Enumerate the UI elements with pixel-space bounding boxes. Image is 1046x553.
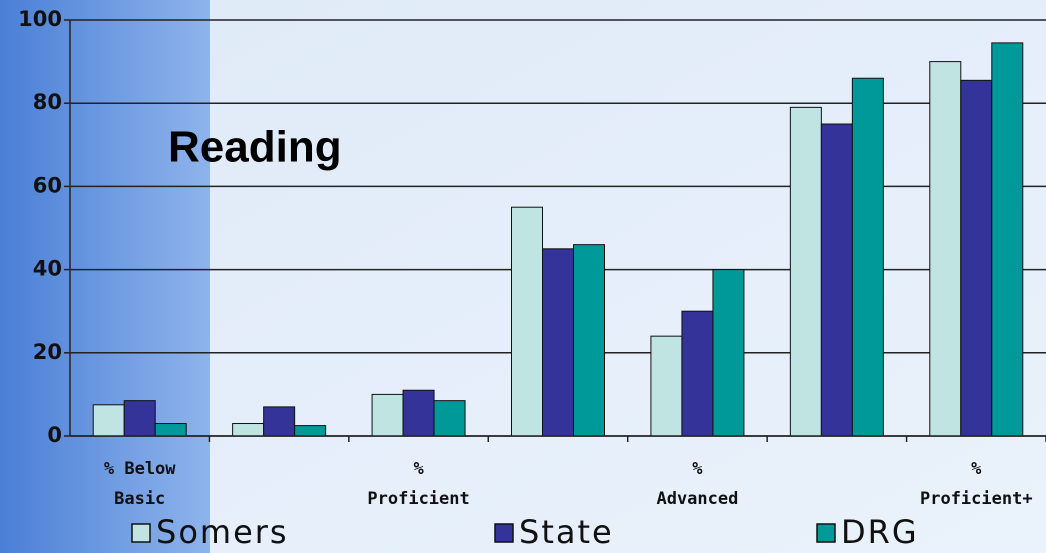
- legend-swatch: [816, 523, 836, 543]
- bar: [573, 244, 605, 437]
- y-tick-label: 20: [33, 340, 62, 364]
- bar: [542, 248, 574, 437]
- side-strip: [0, 0, 210, 553]
- bar: [232, 423, 265, 437]
- x-tick-label: % Advanced: [656, 459, 738, 509]
- bar: [92, 404, 125, 437]
- bar: [123, 400, 156, 437]
- legend-label: DRG: [841, 513, 919, 551]
- x-tick-label: % Proficient+: [920, 459, 1033, 509]
- bar: [929, 61, 962, 437]
- bar: [294, 425, 327, 437]
- y-tick-label: 80: [33, 90, 62, 114]
- bar: [263, 406, 296, 437]
- legend-swatch: [131, 523, 151, 543]
- bar: [681, 310, 714, 437]
- legend-label: State: [519, 513, 614, 551]
- bar: [712, 269, 745, 437]
- y-tick-label: 40: [33, 257, 62, 281]
- bar: [820, 123, 853, 437]
- bar: [650, 335, 683, 437]
- y-tick-label: 0: [47, 423, 62, 447]
- legend-label: Somers: [156, 513, 289, 551]
- y-tick-label: 60: [33, 173, 62, 197]
- x-tick-label: % Proficient: [367, 459, 469, 509]
- bar: [851, 77, 884, 437]
- bar: [433, 400, 466, 437]
- bar: [402, 389, 435, 437]
- chart-title: Reading: [168, 123, 342, 172]
- bar: [371, 393, 404, 437]
- bar: [960, 79, 993, 437]
- legend-swatch: [494, 523, 514, 543]
- bar: [154, 423, 187, 437]
- bar: [511, 206, 543, 437]
- bar: [789, 106, 822, 437]
- x-tick-label: % Below Basic: [104, 459, 176, 509]
- bar: [991, 42, 1024, 437]
- y-tick-label: 100: [18, 7, 62, 31]
